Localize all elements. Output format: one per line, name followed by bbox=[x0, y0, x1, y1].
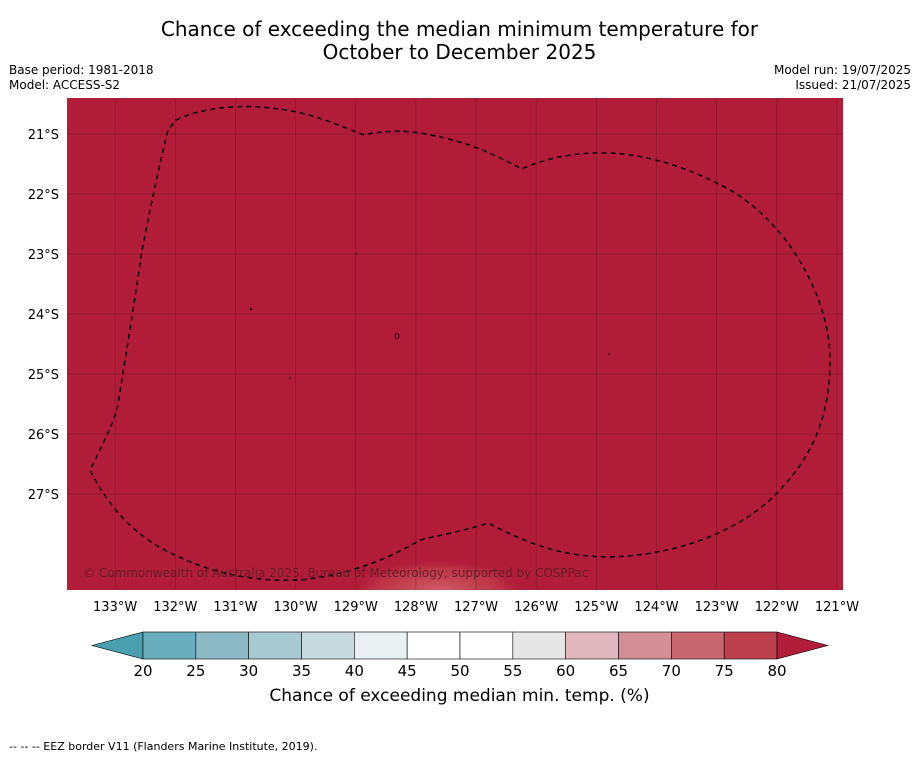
island-markers bbox=[249, 253, 610, 379]
eez-border-legend: -- -- -- EEZ border V11 (Flanders Marine… bbox=[9, 740, 318, 753]
longitude-tick-label: 128°W bbox=[394, 600, 438, 615]
latitude-labels: 21°S 22°S 23°S 24°S 25°S 26°S 27°S bbox=[28, 128, 59, 503]
colorbar-tick-label: 80 bbox=[767, 662, 786, 680]
colorbar-tick-label: 55 bbox=[503, 662, 522, 680]
colorbar-segment bbox=[723, 631, 778, 660]
colorbar-tick-label: 30 bbox=[239, 662, 258, 680]
latitude-tick-label: 25°S bbox=[28, 368, 59, 383]
colorbar-segment bbox=[406, 631, 461, 660]
eez-border bbox=[89, 105, 831, 581]
colorbar-segment bbox=[512, 631, 566, 660]
map-title-line2: October to December 2025 bbox=[322, 40, 597, 64]
latitude-tick-label: 23°S bbox=[28, 248, 59, 263]
forecast-map: © Commonwealth of Australia 2025, Bureau… bbox=[28, 98, 859, 680]
colorbar-title: Chance of exceeding median min. temp. (%… bbox=[269, 686, 650, 706]
latitude-tick-label: 24°S bbox=[28, 308, 59, 323]
colorbar-segment bbox=[354, 631, 408, 660]
probability-highlight bbox=[348, 558, 528, 590]
latitude-tick-label: 22°S bbox=[28, 188, 59, 203]
map-background bbox=[67, 98, 843, 590]
longitude-tick-label: 122°W bbox=[755, 600, 799, 615]
colorbar-segment bbox=[565, 631, 619, 660]
longitude-tick-label: 127°W bbox=[454, 600, 498, 615]
map-title-line1: Chance of exceeding the median minimum t… bbox=[160, 17, 759, 41]
longitude-tick-label: 121°W bbox=[815, 600, 859, 615]
latitude-tick-label: 27°S bbox=[28, 488, 59, 503]
longitude-tick-label: 125°W bbox=[574, 600, 618, 615]
colorbar-tick-label: 60 bbox=[556, 662, 575, 680]
colorbar-segment bbox=[248, 631, 302, 660]
longitude-labels: 133°W 132°W 131°W 130°W 129°W 128°W 127°W 126°W… bbox=[93, 600, 859, 615]
map-title: Chance of exceeding the median minimum t… bbox=[0, 18, 919, 64]
longitude-tick-label: 123°W bbox=[695, 600, 739, 615]
graticule bbox=[67, 98, 843, 590]
colorbar-under-arrow bbox=[90, 631, 144, 660]
longitude-tick-label: 132°W bbox=[153, 600, 197, 615]
colorbar-segment bbox=[142, 631, 197, 660]
longitude-tick-label: 131°W bbox=[213, 600, 257, 615]
longitude-tick-label: 129°W bbox=[334, 600, 378, 615]
colorbar-segment bbox=[301, 631, 355, 660]
colorbar-segment bbox=[671, 631, 725, 660]
copyright-text: © Commonwealth of Australia 2025, Bureau… bbox=[83, 566, 588, 580]
colorbar-tick-label: 25 bbox=[186, 662, 205, 680]
colorbar-tick-label: 65 bbox=[609, 662, 628, 680]
model-label: Model: ACCESS-S2 bbox=[9, 78, 121, 92]
colorbar-tick-label: 35 bbox=[292, 662, 311, 680]
model-run-label: Model run: 19/07/2025 bbox=[773, 63, 911, 77]
meta-left: Base period: 1981-2018 Model: ACCESS-S2 bbox=[9, 63, 154, 93]
latitude-tick-label: 21°S bbox=[28, 128, 59, 143]
colorbar-segment bbox=[195, 631, 249, 660]
issued-label: Issued: 21/07/2025 bbox=[795, 78, 911, 92]
colorbar-tick-label: 45 bbox=[398, 662, 417, 680]
colorbar-segment bbox=[618, 631, 672, 660]
colorbar-over-arrow bbox=[776, 631, 830, 660]
colorbar-tick-label: 20 bbox=[133, 662, 152, 680]
colorbar: 20 25 30 35 40 45 50 55 60 65 70 75 80 bbox=[90, 631, 830, 680]
longitude-tick-label: 124°W bbox=[634, 600, 678, 615]
base-period-label: Base period: 1981-2018 bbox=[9, 63, 154, 77]
longitude-tick-label: 130°W bbox=[274, 600, 318, 615]
colorbar-tick-label: 70 bbox=[662, 662, 681, 680]
longitude-tick-label: 133°W bbox=[93, 600, 137, 615]
colorbar-tick-label: 75 bbox=[715, 662, 734, 680]
colorbar-segment bbox=[459, 631, 514, 660]
longitude-tick-label: 126°W bbox=[514, 600, 558, 615]
colorbar-tick-label: 40 bbox=[345, 662, 364, 680]
colorbar-tick-label: 50 bbox=[450, 662, 469, 680]
latitude-tick-label: 26°S bbox=[28, 428, 59, 443]
meta-right: Model run: 19/07/2025 Issued: 21/07/2025 bbox=[774, 63, 911, 93]
